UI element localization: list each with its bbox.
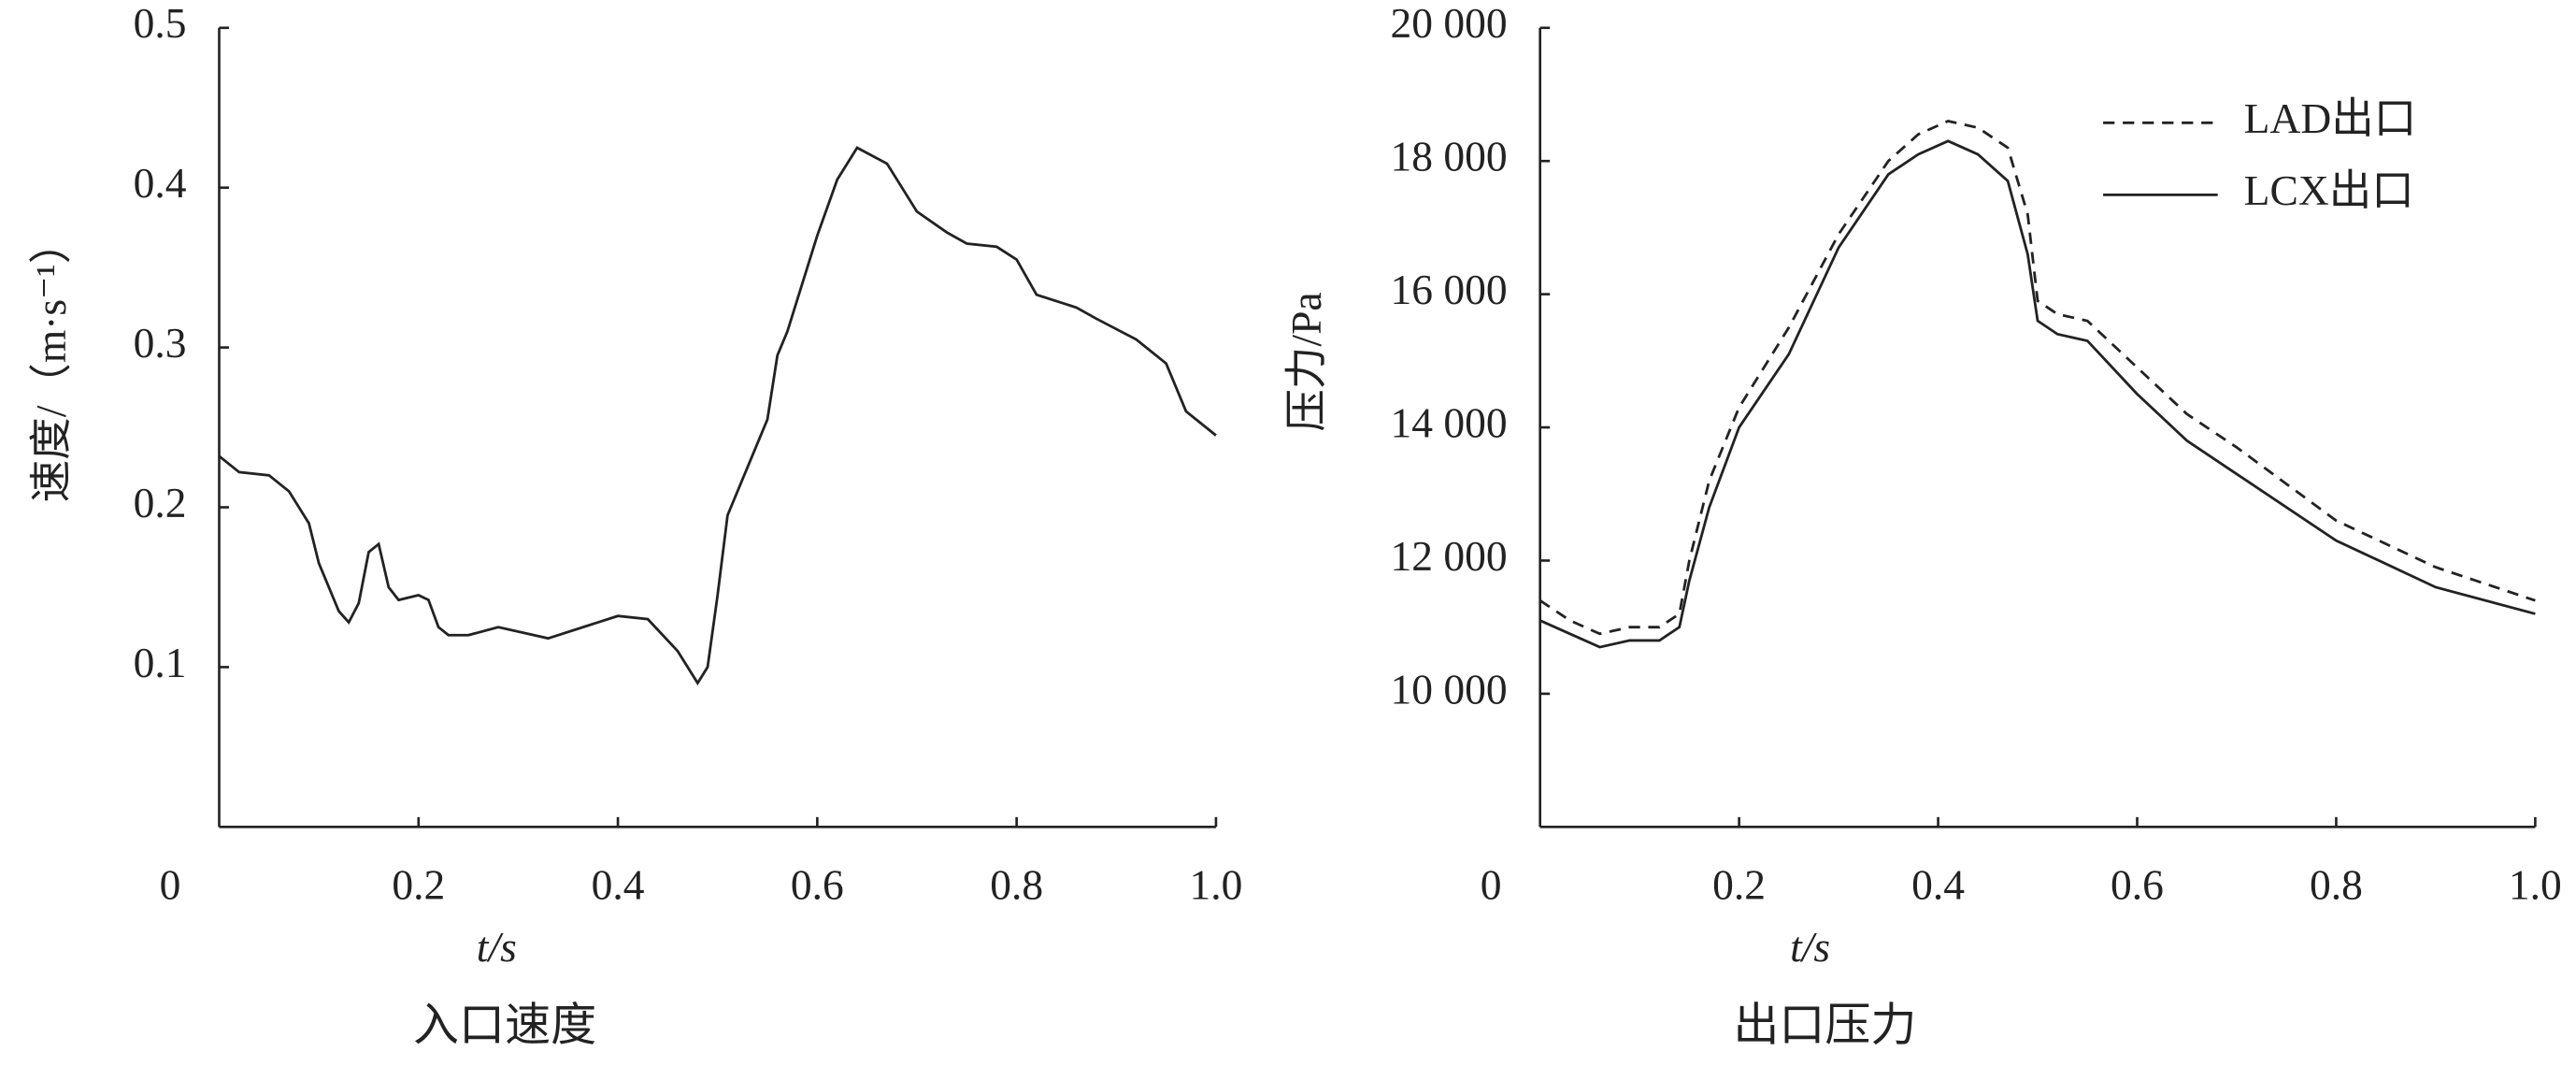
x-tick-label: 0.4	[1911, 860, 1965, 908]
y-tick-label: 16 000	[1390, 266, 1507, 313]
x-tick-label: 0.2	[392, 860, 445, 908]
chart-caption: 出口压力	[1733, 1000, 1916, 1051]
y-tick-label: 0.5	[134, 0, 187, 47]
y-tick-label: 0.4	[134, 159, 187, 207]
chart-caption: 入口速度	[413, 1000, 596, 1051]
y-tick-label: 10 000	[1390, 665, 1507, 713]
x-tick-label: 0.8	[990, 860, 1043, 908]
y-tick-label: 0.2	[134, 479, 187, 526]
y-axis-label: 压力/Pa	[1282, 292, 1330, 431]
legend-label: LAD出口	[2244, 94, 2417, 142]
y-tick-label: 0.3	[134, 319, 187, 367]
x-tick-label: 0.4	[592, 860, 645, 908]
x-axis-label: t/s	[477, 923, 517, 971]
y-axis-label: 速度/（m·s⁻¹）	[27, 222, 75, 503]
y-tick-label: 14 000	[1390, 399, 1507, 447]
y-tick-label: 0.1	[134, 639, 187, 686]
y-tick-label: 12 000	[1390, 532, 1507, 580]
x-tick-label: 1.0	[1189, 860, 1242, 908]
x-tick-label: 0.8	[2310, 860, 2363, 908]
x-tick-label: 0.6	[791, 860, 844, 908]
legend-label: LCX出口	[2244, 166, 2414, 214]
x-tick-label: 0	[1481, 860, 1502, 908]
data-line	[1538, 119, 2536, 636]
y-tick-label: 20 000	[1390, 0, 1507, 47]
x-tick-label: 0	[160, 860, 181, 908]
data-line	[1539, 139, 2536, 649]
x-tick-label: 1.0	[2509, 860, 2562, 908]
x-tick-label: 0.6	[2111, 860, 2164, 908]
x-axis-label: t/s	[1790, 923, 1830, 971]
data-line	[218, 146, 1217, 686]
y-tick-label: 18 000	[1390, 133, 1507, 180]
x-tick-label: 0.2	[1712, 860, 1766, 908]
